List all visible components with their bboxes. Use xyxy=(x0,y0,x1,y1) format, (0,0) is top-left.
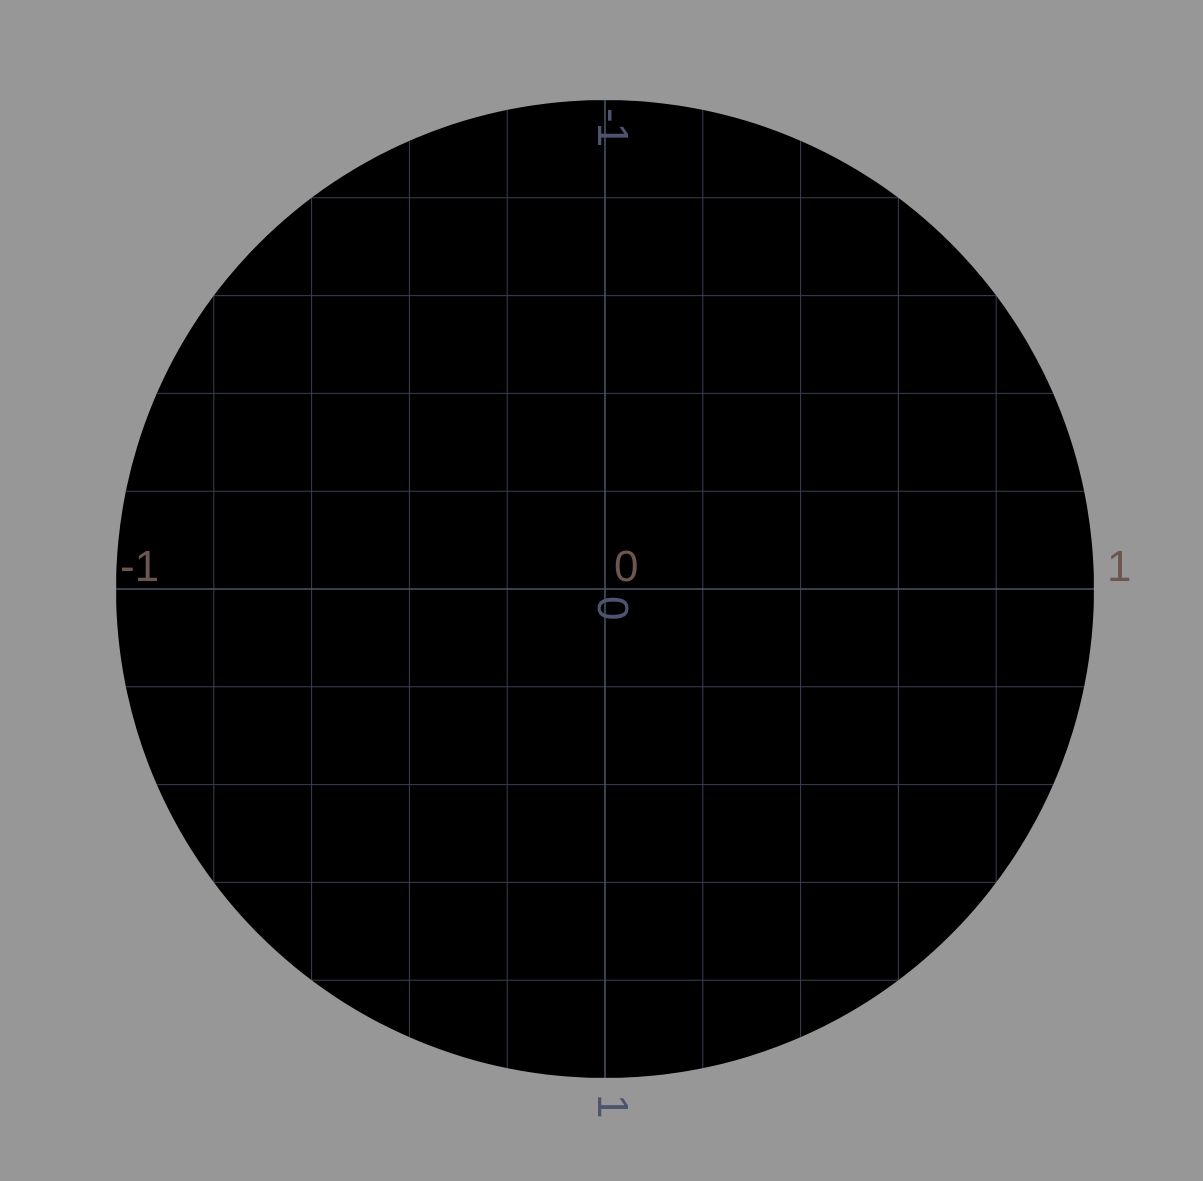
y-axis-center-label: 0 xyxy=(588,596,637,620)
x-axis-center-label: 0 xyxy=(614,542,638,591)
y-axis-min-label: -1 xyxy=(588,108,637,147)
y-axis-max-label: 1 xyxy=(588,1094,637,1118)
x-axis-max-label: 1 xyxy=(1107,542,1131,591)
x-axis-min-label: -1 xyxy=(120,542,159,591)
